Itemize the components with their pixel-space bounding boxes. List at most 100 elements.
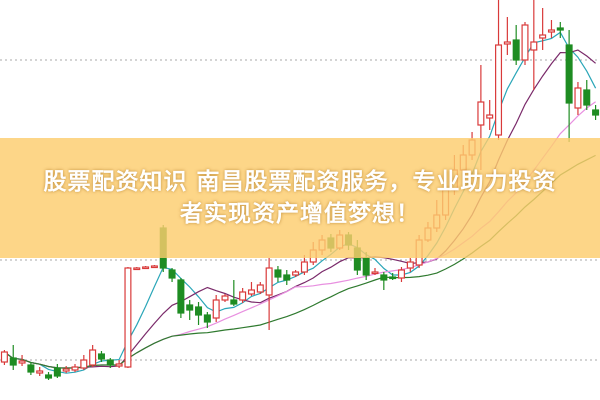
- candle-body: [265, 267, 273, 296]
- banner-title-line-1: 股票配资知识 南昌股票配资服务，专业助力投资: [43, 169, 557, 195]
- candle: [150, 265, 158, 269]
- candle-body: [89, 349, 97, 366]
- candle: [265, 258, 273, 330]
- candle-body: [247, 289, 255, 295]
- candle-body: [256, 284, 264, 293]
- candle-body: [477, 101, 485, 126]
- candle: [80, 355, 88, 370]
- candle-body: [203, 314, 211, 323]
- candle-body: [574, 87, 582, 109]
- candle: [274, 266, 282, 282]
- candle: [521, 22, 529, 65]
- candle-body: [583, 89, 591, 106]
- candle: [547, 20, 555, 38]
- candle: [221, 294, 229, 302]
- candle: [256, 282, 264, 294]
- candle-body: [97, 353, 105, 360]
- candle: [168, 268, 176, 282]
- candle-body: [186, 304, 194, 311]
- candle: [486, 100, 494, 130]
- candle: [106, 358, 114, 368]
- candle-body: [80, 359, 88, 369]
- candle: [592, 105, 600, 120]
- candle: [36, 367, 44, 376]
- candle: [97, 351, 105, 362]
- candle-body: [283, 274, 291, 281]
- candle: [406, 258, 414, 272]
- candle-body: [503, 41, 511, 45]
- candle-body: [397, 269, 405, 279]
- candle: [0, 350, 8, 365]
- candle-body: [512, 39, 520, 61]
- candle: [62, 366, 70, 373]
- candle-body: [539, 34, 547, 39]
- candle-body: [71, 366, 79, 371]
- candle: [9, 345, 17, 370]
- candle: [539, 8, 547, 50]
- candle: [115, 360, 123, 368]
- candle: [133, 267, 141, 271]
- candle: [53, 364, 61, 378]
- candle: [495, 0, 503, 140]
- candle: [503, 17, 511, 55]
- candle: [530, 0, 538, 90]
- candle: [203, 312, 211, 328]
- candle: [583, 80, 591, 110]
- candle: [397, 267, 405, 282]
- candle-body: [521, 24, 529, 61]
- candle-body: [389, 276, 397, 280]
- candle-body: [556, 27, 564, 31]
- candle: [300, 255, 308, 275]
- candle-body: [177, 279, 185, 314]
- candle: [18, 355, 26, 366]
- candle: [565, 30, 573, 142]
- candle: [27, 362, 35, 375]
- banner-title-line-2: 者实现资产增值梦想！: [180, 201, 420, 227]
- candle: [124, 267, 132, 368]
- candle: [71, 364, 79, 372]
- title-banner: 股票配资知识 南昌股票配资服务，专业助力投资 者实现资产增值梦想！: [0, 138, 600, 258]
- candle-body: [547, 29, 555, 33]
- candle-body: [0, 351, 8, 363]
- candle-body: [362, 257, 370, 276]
- candle: [186, 300, 194, 320]
- candle-body: [565, 44, 573, 104]
- candle-body: [18, 360, 26, 364]
- candle: [292, 270, 300, 277]
- candle: [574, 82, 582, 115]
- candle: [556, 22, 564, 38]
- candle-body: [221, 295, 229, 301]
- candle-body: [115, 363, 123, 367]
- candle-body: [300, 261, 308, 273]
- candle-body: [53, 367, 61, 377]
- candle-body: [380, 274, 388, 281]
- candle-body: [406, 261, 414, 269]
- candle-body: [371, 271, 379, 275]
- candle-body: [168, 269, 176, 279]
- candle: [212, 295, 220, 322]
- candle-body: [36, 370, 44, 374]
- candle: [283, 270, 291, 285]
- candle: [380, 272, 388, 290]
- candle-body: [212, 299, 220, 319]
- candle: [195, 302, 203, 325]
- candle-body: [592, 109, 600, 116]
- candle: [45, 372, 53, 380]
- candle: [247, 282, 255, 296]
- candle-body: [239, 291, 247, 301]
- candle-body: [124, 267, 132, 368]
- candle: [142, 266, 150, 270]
- candle-body: [530, 41, 538, 51]
- candle: [89, 345, 97, 367]
- candle: [371, 268, 379, 275]
- candle-body: [195, 306, 203, 316]
- candle-body: [133, 267, 141, 271]
- candle-body: [292, 271, 300, 276]
- candle-body: [274, 269, 282, 278]
- candle-body: [230, 299, 238, 305]
- candle-body: [150, 265, 158, 269]
- candle-body: [486, 114, 494, 119]
- candle-body: [62, 368, 70, 372]
- candle-body: [106, 359, 114, 366]
- candle-body: [9, 357, 17, 366]
